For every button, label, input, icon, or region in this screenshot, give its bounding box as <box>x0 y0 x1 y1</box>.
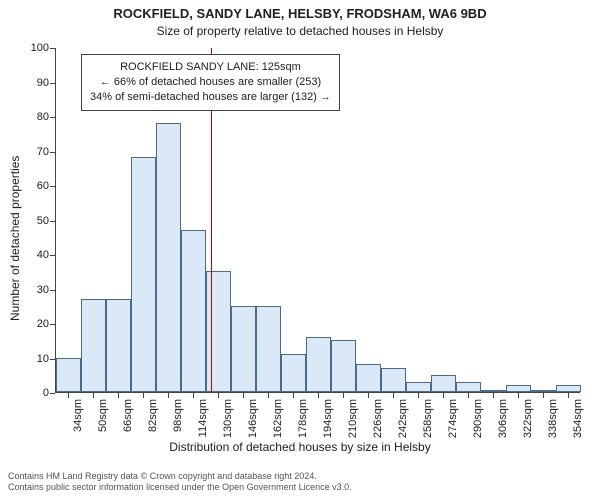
y-tick-label: 90 <box>9 77 49 89</box>
histogram-bar <box>231 306 256 392</box>
x-tick-label: 258sqm <box>422 399 434 438</box>
y-tick-label: 0 <box>9 387 49 399</box>
histogram-bar <box>381 368 406 392</box>
x-tick-mark <box>393 393 394 398</box>
y-tick-label: 50 <box>9 215 49 227</box>
x-tick-mark <box>343 393 344 398</box>
x-tick-mark <box>118 393 119 398</box>
y-tick-label: 30 <box>9 284 49 296</box>
annotation-line1: ROCKFIELD SANDY LANE: 125sqm <box>90 60 331 75</box>
x-tick-mark <box>218 393 219 398</box>
plot-area: ROCKFIELD SANDY LANE: 125sqm ← 66% of de… <box>55 48 580 393</box>
annotation-box: ROCKFIELD SANDY LANE: 125sqm ← 66% of de… <box>81 54 340 111</box>
y-tick-label: 20 <box>9 318 49 330</box>
x-tick-label: 306sqm <box>497 399 509 438</box>
x-tick-mark <box>518 393 519 398</box>
x-tick-label: 226sqm <box>372 399 384 438</box>
x-tick-label: 50sqm <box>97 399 109 432</box>
x-tick-label: 274sqm <box>447 399 459 438</box>
histogram-bar <box>506 385 531 392</box>
x-tick-mark <box>268 393 269 398</box>
x-tick-label: 146sqm <box>247 399 259 438</box>
histogram-bar <box>56 358 81 393</box>
x-tick-label: 354sqm <box>572 399 584 438</box>
histogram-bar <box>81 299 106 392</box>
x-tick-label: 290sqm <box>472 399 484 438</box>
histogram-bar <box>156 123 181 392</box>
x-tick-label: 194sqm <box>322 399 334 438</box>
x-tick-label: 242sqm <box>397 399 409 438</box>
x-tick-mark <box>168 393 169 398</box>
x-tick-label: 82sqm <box>147 399 159 432</box>
x-tick-mark <box>93 393 94 398</box>
x-tick-mark <box>443 393 444 398</box>
x-tick-mark <box>243 393 244 398</box>
x-axis-label: Distribution of detached houses by size … <box>0 440 600 454</box>
x-tick-label: 114sqm <box>197 399 209 437</box>
histogram-bar <box>331 340 356 392</box>
y-tick-label: 100 <box>9 42 49 54</box>
x-tick-label: 338sqm <box>547 399 559 438</box>
histogram-bar <box>181 230 206 392</box>
histogram-bar <box>106 299 131 392</box>
x-tick-label: 210sqm <box>347 399 359 438</box>
x-tick-mark <box>418 393 419 398</box>
x-tick-label: 178sqm <box>297 399 309 438</box>
histogram-bar <box>281 354 306 392</box>
x-tick-mark <box>293 393 294 398</box>
annotation-line2: ← 66% of detached houses are smaller (25… <box>90 75 331 90</box>
footer-text: Contains HM Land Registry data © Crown c… <box>8 471 352 494</box>
annotation-line3: 34% of semi-detached houses are larger (… <box>90 90 331 105</box>
y-axis-ticks: 0102030405060708090100 <box>0 48 55 393</box>
chart-container: ROCKFIELD, SANDY LANE, HELSBY, FRODSHAM,… <box>0 0 600 500</box>
y-tick-label: 10 <box>9 353 49 365</box>
histogram-bar <box>131 157 156 392</box>
x-tick-mark <box>543 393 544 398</box>
x-tick-mark <box>318 393 319 398</box>
x-axis-ticks: 34sqm 50sqm 66sqm 82sqm 98sqm 114sqm 130sqm 146… <box>55 393 580 443</box>
y-tick-label: 40 <box>9 249 49 261</box>
x-tick-mark <box>68 393 69 398</box>
histogram-bar <box>456 382 481 392</box>
y-tick-label: 80 <box>9 111 49 123</box>
chart-subtitle: Size of property relative to detached ho… <box>0 24 600 38</box>
y-tick-label: 60 <box>9 180 49 192</box>
x-tick-mark <box>368 393 369 398</box>
x-tick-label: 66sqm <box>122 399 134 432</box>
x-tick-label: 34sqm <box>72 399 84 432</box>
x-tick-mark <box>193 393 194 398</box>
chart-title: ROCKFIELD, SANDY LANE, HELSBY, FRODSHAM,… <box>0 6 600 21</box>
x-tick-label: 322sqm <box>522 399 534 438</box>
histogram-bar <box>356 364 381 392</box>
histogram-bar <box>431 375 456 392</box>
histogram-bar <box>256 306 281 392</box>
x-tick-mark <box>468 393 469 398</box>
x-tick-mark <box>143 393 144 398</box>
histogram-bar <box>556 385 581 392</box>
footer-line1: Contains HM Land Registry data © Crown c… <box>8 471 352 483</box>
x-tick-label: 162sqm <box>272 399 284 438</box>
x-tick-label: 130sqm <box>222 399 234 438</box>
histogram-bar <box>531 390 556 392</box>
histogram-bar <box>481 390 506 392</box>
footer-line2: Contains public sector information licen… <box>8 482 352 494</box>
x-tick-mark <box>493 393 494 398</box>
histogram-bar <box>306 337 331 392</box>
x-tick-mark <box>568 393 569 398</box>
x-tick-label: 98sqm <box>172 399 184 432</box>
y-tick-label: 70 <box>9 146 49 158</box>
histogram-bar <box>406 382 431 392</box>
